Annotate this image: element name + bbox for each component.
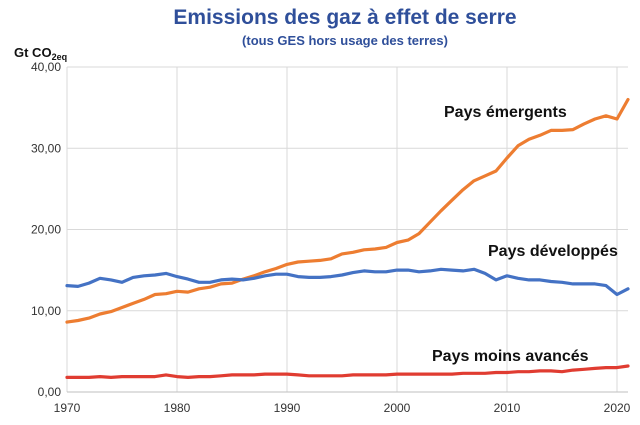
- chart-subtitle: (tous GES hors usage des terres): [242, 33, 448, 48]
- y-axis-label-subscript: 2eq: [52, 52, 68, 62]
- series-label-emerging: Pays émergents: [444, 104, 567, 121]
- series-line-emerging: [65, 97, 630, 324]
- x-tick-label: 1990: [274, 401, 301, 415]
- y-axis-label-main: Gt CO: [14, 45, 52, 60]
- y-axis-label: Gt CO2eq: [14, 45, 67, 62]
- series-label-least-developed: Pays moins avancés: [432, 348, 589, 365]
- x-tick-label: 1980: [164, 401, 191, 415]
- x-tick-labels: 1970 1980 1990 2000 2010 2020: [54, 401, 631, 415]
- y-tick-labels: 0,00 10,00 20,00 30,00 40,00: [31, 60, 61, 399]
- x-tick-label: 2010: [494, 401, 521, 415]
- series-label-developed: Pays développés: [488, 243, 618, 260]
- y-tick-label: 20,00: [31, 223, 61, 237]
- series-lines: [65, 97, 630, 379]
- series-line-least-developed: [65, 364, 630, 379]
- x-tick-label: 2000: [384, 401, 411, 415]
- y-tick-label: 10,00: [31, 304, 61, 318]
- y-tick-label: 40,00: [31, 60, 61, 74]
- gridlines: [66, 66, 628, 392]
- series-labels: Pays émergents Pays développés Pays moins …: [432, 104, 618, 365]
- chart-title: Emissions des gaz à effet de serre: [173, 6, 516, 29]
- x-tick-label: 1970: [54, 401, 81, 415]
- x-tick-label: 2020: [604, 401, 631, 415]
- y-tick-label: 0,00: [38, 385, 62, 399]
- y-tick-label: 30,00: [31, 141, 61, 155]
- series-line-developed: [65, 267, 630, 297]
